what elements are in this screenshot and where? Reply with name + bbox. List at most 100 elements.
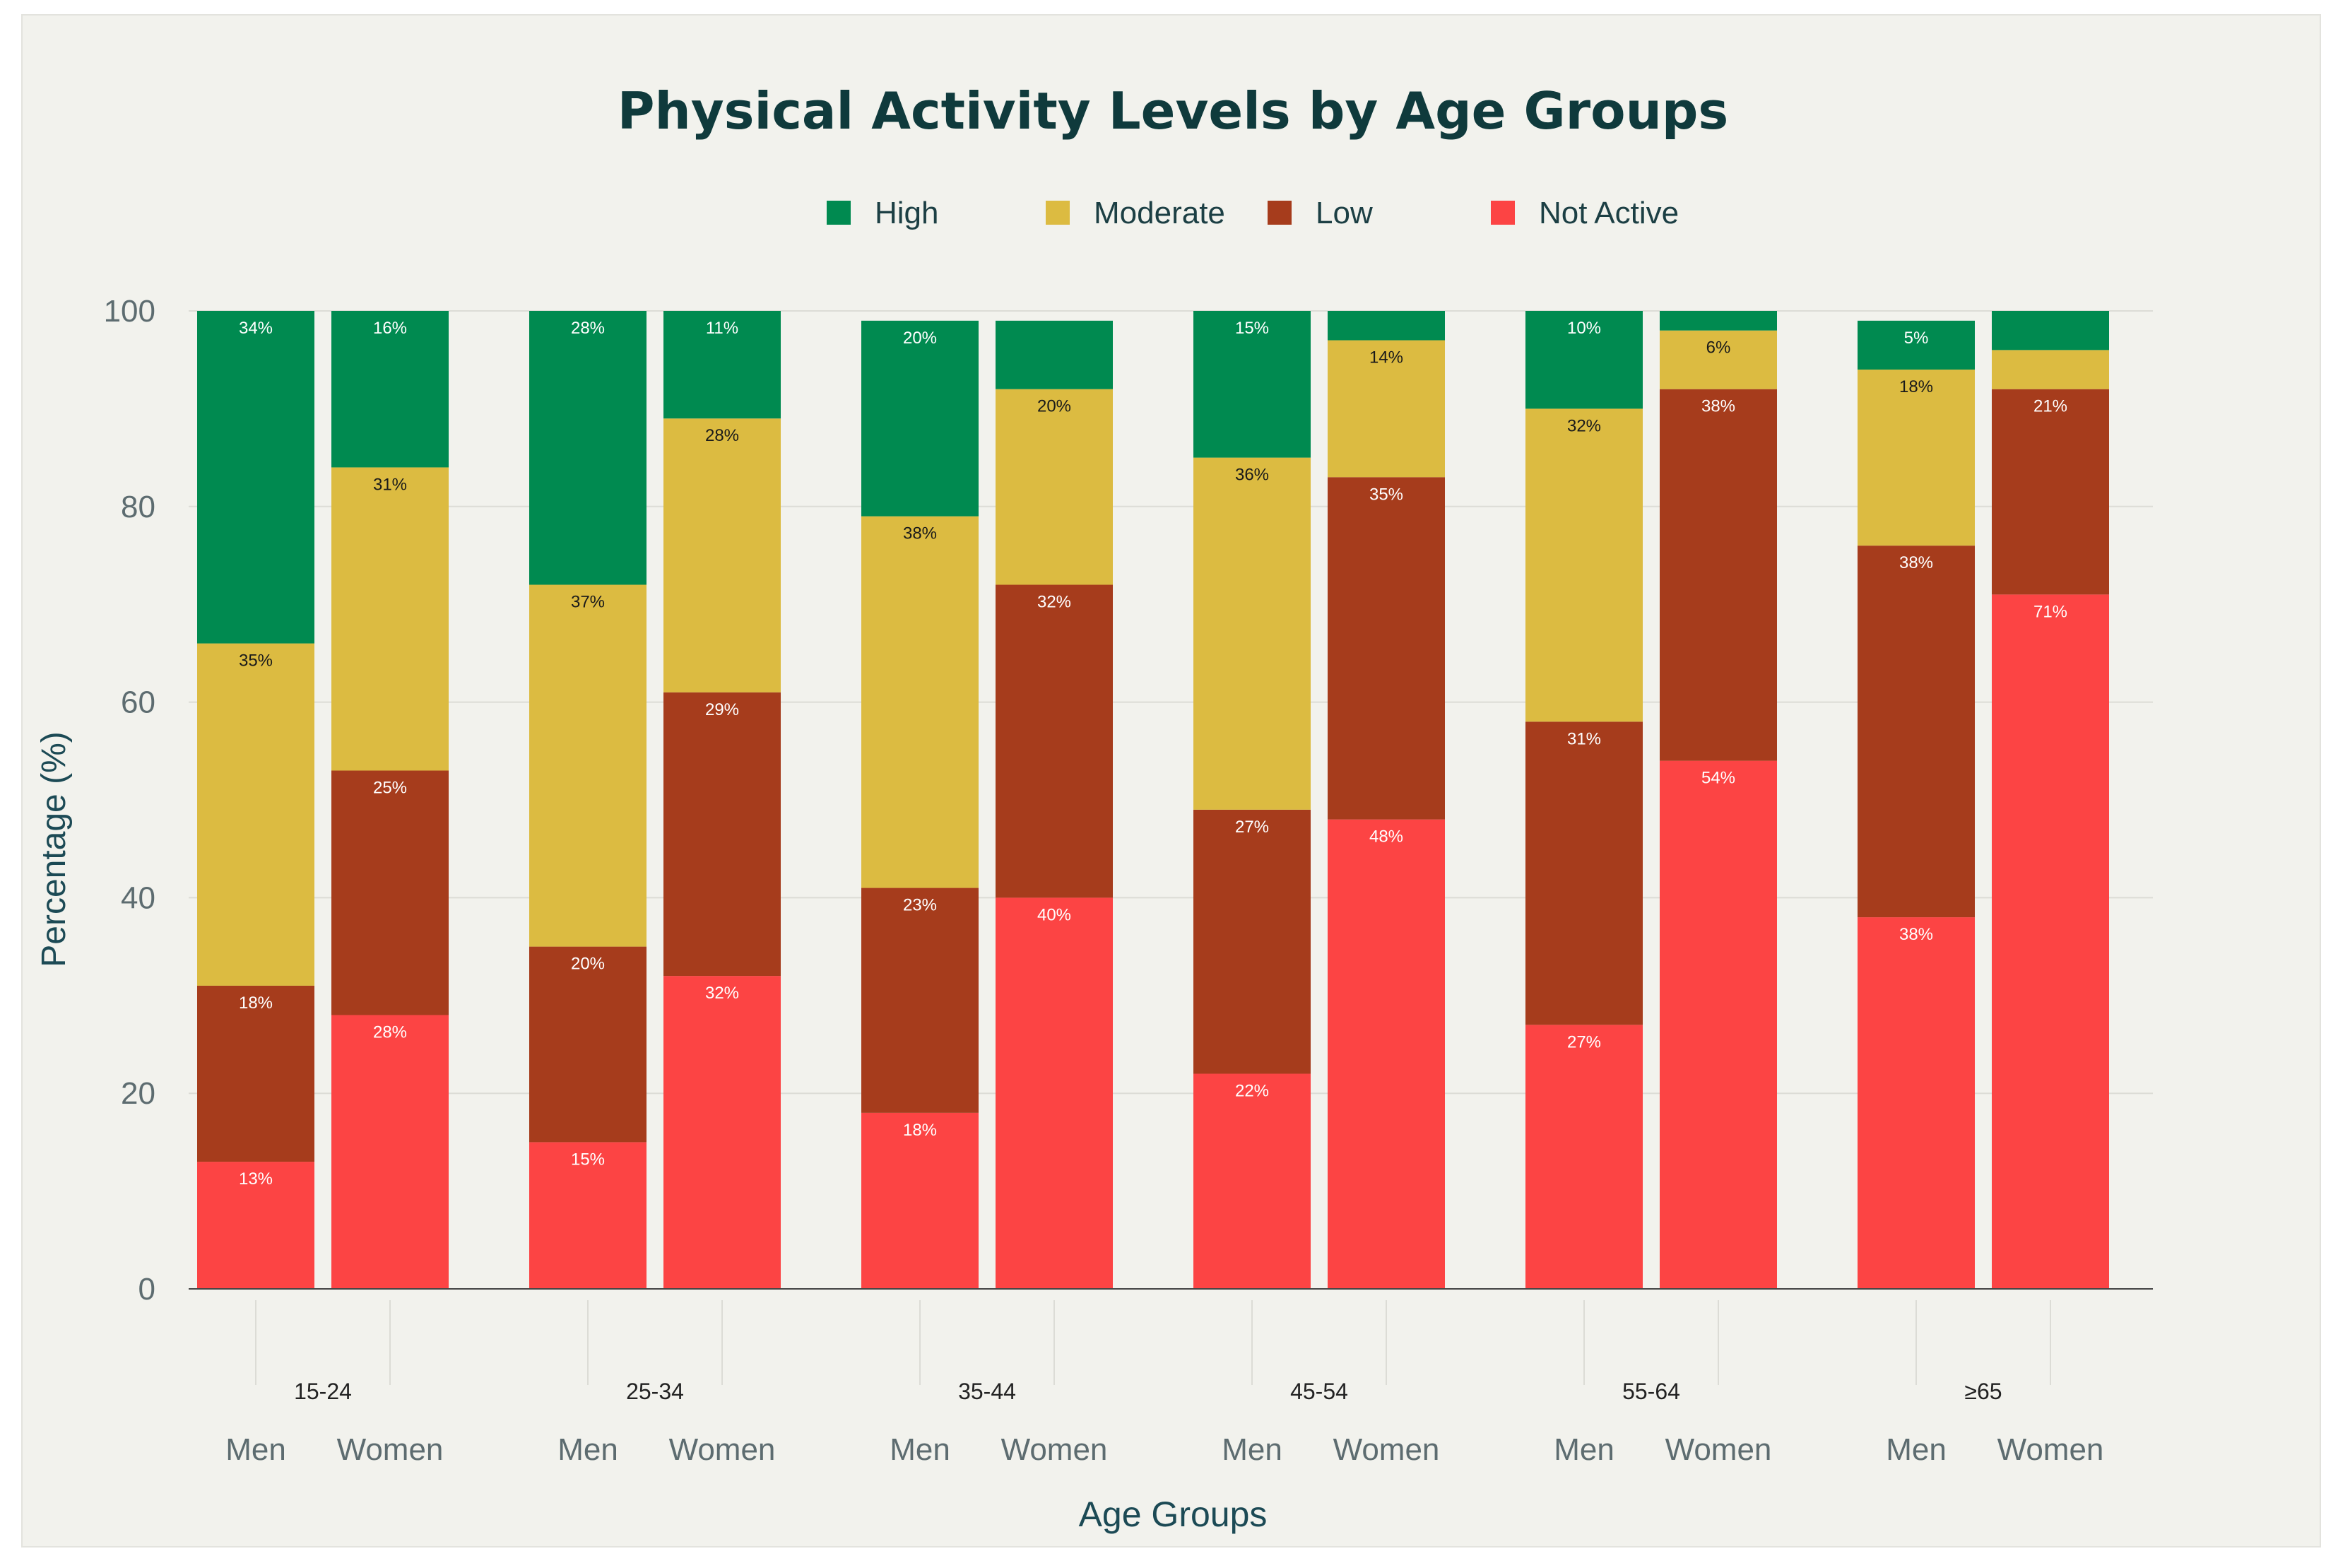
bar-25-34-women-not-active <box>663 976 781 1289</box>
grid-lines <box>189 310 2153 1095</box>
label-55-64-men-not-active: 27% <box>1567 1032 1601 1051</box>
bar-35-44-women-not-active <box>996 897 1113 1289</box>
label-15-24-men-low: 18% <box>239 994 273 1013</box>
bar-35-44-men-not-active <box>861 1112 979 1289</box>
legend-label-not-active: Not Active <box>1539 196 1679 230</box>
bar-35-44-women-moderate <box>996 389 1113 585</box>
legend-swatch-moderate <box>1046 201 1070 225</box>
bar-ge65-women-not-active <box>1992 594 2109 1289</box>
bar-45-54-men-low <box>1193 809 1311 1074</box>
x-label-ge65-men: Men <box>1886 1432 1947 1467</box>
y-tick-0: 0 <box>138 1272 155 1307</box>
x-label-45-54-men: Men <box>1222 1432 1282 1467</box>
bar-15-24-men-low <box>197 985 314 1162</box>
bar-ge65-men-low <box>1858 546 1975 918</box>
chart-frame: Physical Activity Levels by Age Groups H… <box>21 14 2321 1548</box>
legend-swatch-high <box>827 201 851 225</box>
bar-25-34-men-moderate <box>529 584 647 947</box>
bar-55-64-men-not-active <box>1525 1025 1643 1289</box>
y-tick-40: 40 <box>121 880 155 915</box>
bar-35-44-men-high <box>861 320 979 517</box>
bar-ge65-men-high <box>1858 320 1975 370</box>
label-45-54-men-moderate: 36% <box>1235 466 1269 485</box>
x-label-25-34-men: Men <box>557 1432 618 1467</box>
bar-ge65-men-moderate <box>1858 370 1975 546</box>
label-35-44-men-not-active: 18% <box>903 1121 937 1140</box>
group-label-55-64: 55-64 <box>1622 1379 1680 1404</box>
y-tick-20: 20 <box>121 1076 155 1111</box>
bar-55-64-women-moderate <box>1660 330 1777 389</box>
x-label-15-24-women: Women <box>337 1432 444 1467</box>
y-tick-100: 100 <box>104 294 155 329</box>
legend-swatch-low <box>1268 201 1292 225</box>
label-55-64-women-not-active: 54% <box>1701 769 1735 788</box>
label-55-64-women-low: 38% <box>1701 397 1735 416</box>
group-label-45-54: 45-54 <box>1290 1379 1348 1404</box>
legend-label-low: Low <box>1316 196 1373 230</box>
label-25-34-women-not-active: 32% <box>705 984 739 1003</box>
label-15-24-men-high: 34% <box>239 319 273 338</box>
bar-55-64-women-high <box>1660 311 1777 331</box>
y-axis-ticks: 0 20 40 60 80 100 <box>104 294 155 1307</box>
bar-25-34-men-high <box>529 311 647 585</box>
group-label-ge65: ≥65 <box>1964 1379 2002 1404</box>
group-label-25-34: 25-34 <box>626 1379 684 1404</box>
label-35-44-women-moderate: 20% <box>1037 397 1071 416</box>
label-ge65-women-low: 21% <box>2033 397 2067 416</box>
bar-45-54-women-low <box>1328 477 1445 820</box>
legend-label-moderate: Moderate <box>1094 196 1225 230</box>
y-axis-label: Percentage (%) <box>35 731 73 967</box>
bar-25-34-women-moderate <box>663 418 781 692</box>
bar-35-44-women-low <box>996 584 1113 898</box>
bar-45-54-men-moderate <box>1193 457 1311 810</box>
bar-15-24-women-not-active <box>331 1015 449 1289</box>
label-35-44-women-not-active: 40% <box>1037 905 1071 924</box>
bar-45-54-women-moderate <box>1328 340 1445 478</box>
label-ge65-men-not-active: 38% <box>1899 925 1933 944</box>
legend-label-high: High <box>875 196 939 230</box>
label-45-54-women-moderate: 14% <box>1369 348 1403 367</box>
bar-25-34-women-low <box>663 692 781 977</box>
label-ge65-men-high: 5% <box>1904 329 1929 348</box>
bar-25-34-men-not-active <box>529 1142 647 1289</box>
label-45-54-women-low: 35% <box>1369 485 1403 504</box>
x-label-ge65-women: Women <box>1997 1432 2104 1467</box>
legend-swatch-not-active <box>1491 201 1515 225</box>
label-15-24-women-low: 25% <box>373 778 407 797</box>
label-15-24-women-high: 16% <box>373 319 407 338</box>
y-tick-60: 60 <box>121 685 155 720</box>
bar-25-34-men-low <box>529 946 647 1143</box>
bar-15-24-women-high <box>331 311 449 468</box>
bar-55-64-men-low <box>1525 721 1643 1025</box>
bar-55-64-men-moderate <box>1525 408 1643 722</box>
label-45-54-men-low: 27% <box>1235 818 1269 837</box>
label-25-34-women-high: 11% <box>706 319 738 338</box>
bar-ge65-men-not-active <box>1858 917 1975 1289</box>
bar-35-44-men-low <box>861 888 979 1113</box>
legend: High Moderate Low Not Active <box>827 196 1679 230</box>
x-axis-labels: Men Women 15-24 Men Women 25-34 Men Women 35-44 M… <box>225 1300 2103 1467</box>
label-15-24-men-moderate: 35% <box>239 652 273 671</box>
y-tick-80: 80 <box>121 490 155 524</box>
stacked-bar-chart: Physical Activity Levels by Age Groups H… <box>35 81 2153 1534</box>
bar-35-44-women-high <box>996 320 1113 389</box>
bar-55-64-women-low <box>1660 389 1777 761</box>
label-25-34-men-not-active: 15% <box>571 1150 605 1169</box>
x-label-35-44-women: Women <box>1001 1432 1108 1467</box>
label-45-54-men-high: 15% <box>1235 319 1269 338</box>
label-55-64-men-moderate: 32% <box>1567 416 1601 435</box>
label-55-64-men-low: 31% <box>1567 729 1601 748</box>
chart-title: Physical Activity Levels by Age Groups <box>618 81 1729 141</box>
label-35-44-women-low: 32% <box>1037 593 1071 612</box>
x-label-55-64-women: Women <box>1665 1432 1772 1467</box>
label-ge65-women-not-active: 71% <box>2033 602 2067 621</box>
label-35-44-men-high: 20% <box>903 329 937 348</box>
label-15-24-women-moderate: 31% <box>373 475 407 494</box>
segment-labels: 13% 18% 35% 34% 28% 25% 31% 16% 15% 20% 37% 28% 32% 2… <box>239 319 2067 1189</box>
bar-45-54-men-not-active <box>1193 1073 1311 1289</box>
label-15-24-men-not-active: 13% <box>239 1169 273 1189</box>
bar-15-24-women-low <box>331 770 449 1015</box>
label-ge65-men-moderate: 18% <box>1899 377 1933 396</box>
label-25-34-women-low: 29% <box>705 700 739 719</box>
bar-ge65-women-low <box>1992 389 2109 595</box>
